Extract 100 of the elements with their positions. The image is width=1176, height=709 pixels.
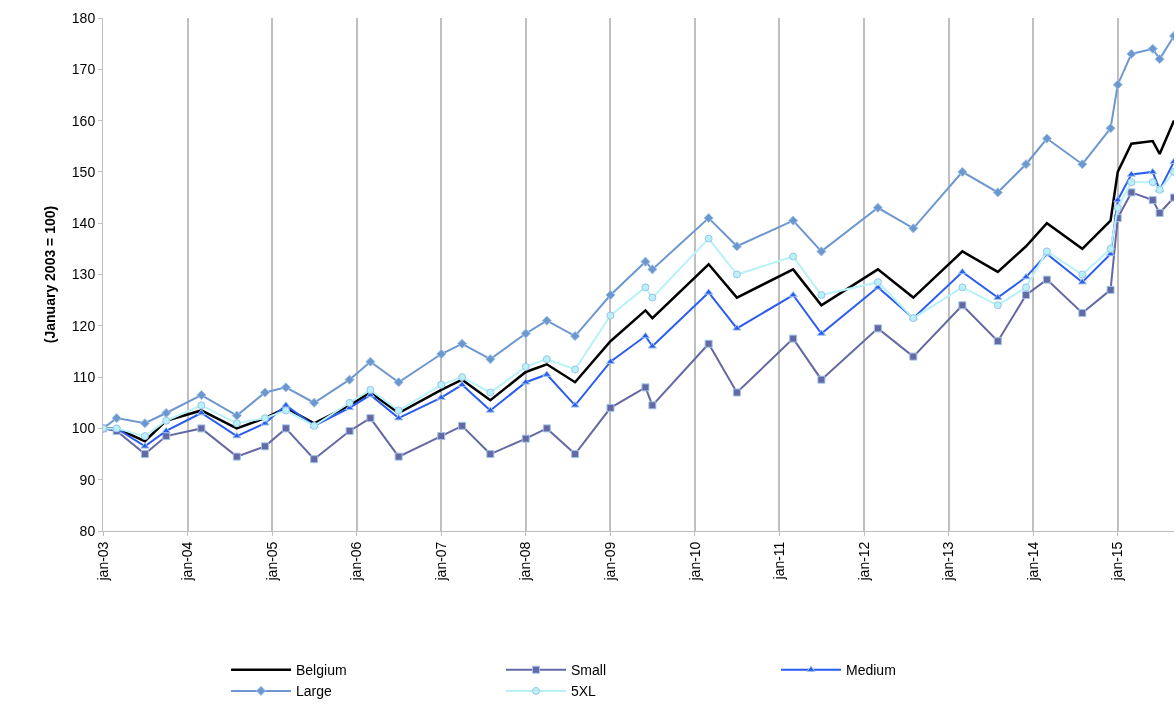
point	[908, 223, 919, 234]
point	[365, 356, 376, 367]
point	[873, 278, 882, 287]
y-tick-label: 160	[71, 112, 96, 129]
point	[1126, 48, 1137, 59]
point	[232, 419, 241, 428]
point	[1112, 79, 1123, 90]
point	[648, 293, 657, 302]
point	[957, 267, 967, 275]
point	[570, 401, 580, 408]
point	[570, 331, 581, 342]
point	[457, 380, 467, 388]
point	[873, 324, 882, 333]
point	[394, 452, 403, 461]
point	[647, 342, 657, 349]
point	[704, 234, 713, 243]
point	[162, 416, 171, 425]
point	[366, 385, 375, 394]
point	[437, 432, 446, 441]
point	[1021, 273, 1031, 280]
y-tick-label: 90	[79, 471, 96, 488]
point	[1106, 244, 1115, 253]
point	[520, 328, 531, 339]
point	[817, 375, 826, 384]
x-tick-label: jan-11	[771, 541, 788, 581]
point	[1022, 283, 1031, 292]
point	[1148, 178, 1157, 187]
point	[1021, 159, 1032, 170]
point	[231, 410, 242, 421]
point	[1154, 53, 1165, 65]
point	[1148, 167, 1158, 175]
point	[140, 450, 149, 459]
point	[394, 414, 404, 421]
point	[1077, 159, 1088, 170]
point	[641, 283, 650, 292]
point	[140, 432, 149, 441]
point	[993, 293, 1003, 300]
point	[310, 455, 319, 464]
point	[261, 442, 270, 451]
x-tick-label: jan-12	[855, 541, 872, 582]
point	[542, 424, 551, 433]
point	[640, 332, 650, 339]
point	[345, 398, 354, 407]
x-tick-label: jan-07	[432, 541, 449, 582]
point	[344, 374, 355, 385]
point	[521, 378, 531, 385]
point	[345, 426, 354, 435]
point	[394, 406, 403, 415]
point	[260, 387, 271, 398]
point	[1148, 196, 1157, 205]
point	[1155, 208, 1164, 217]
point	[1106, 285, 1115, 294]
point	[704, 288, 714, 295]
point	[1127, 188, 1136, 197]
point	[958, 301, 967, 310]
y-tick-label: 170	[71, 61, 96, 78]
point	[1147, 43, 1158, 54]
point	[140, 442, 150, 449]
point	[437, 380, 446, 389]
point	[197, 401, 206, 410]
point	[261, 414, 270, 423]
x-tick-label: jan-03	[94, 541, 111, 582]
point	[1022, 291, 1031, 300]
point	[458, 373, 467, 382]
y-tick-label: 150	[71, 163, 96, 180]
point	[1042, 275, 1051, 284]
point	[606, 311, 615, 320]
y-tick-label: 120	[71, 317, 96, 334]
point	[486, 388, 495, 397]
legend-label: Belgium	[296, 662, 347, 679]
point	[1127, 178, 1136, 187]
point	[161, 407, 172, 419]
point	[436, 393, 446, 400]
point	[1078, 270, 1087, 279]
point	[1078, 308, 1087, 317]
point	[571, 450, 580, 459]
point	[647, 264, 658, 275]
point	[541, 315, 552, 326]
point	[789, 334, 798, 343]
x-tick-label: jan-06	[348, 541, 365, 582]
point	[731, 241, 742, 252]
point	[640, 256, 651, 267]
point	[485, 406, 495, 413]
x-tick-label: jan-09	[602, 541, 619, 582]
point	[605, 289, 616, 301]
point	[816, 329, 826, 336]
legend-label: Small	[571, 662, 607, 679]
point	[704, 339, 713, 348]
y-axis-title: (January 2003 = 100)	[42, 205, 59, 344]
legend-label: Medium	[846, 662, 896, 679]
point	[281, 406, 290, 415]
point	[788, 215, 799, 226]
point	[957, 166, 968, 177]
point	[816, 246, 827, 257]
x-tick-label: jan-15	[1109, 541, 1126, 582]
point	[1105, 123, 1116, 134]
x-tick-label: jan-10	[686, 541, 703, 582]
point	[393, 377, 404, 388]
point	[486, 450, 495, 459]
point	[648, 401, 657, 410]
